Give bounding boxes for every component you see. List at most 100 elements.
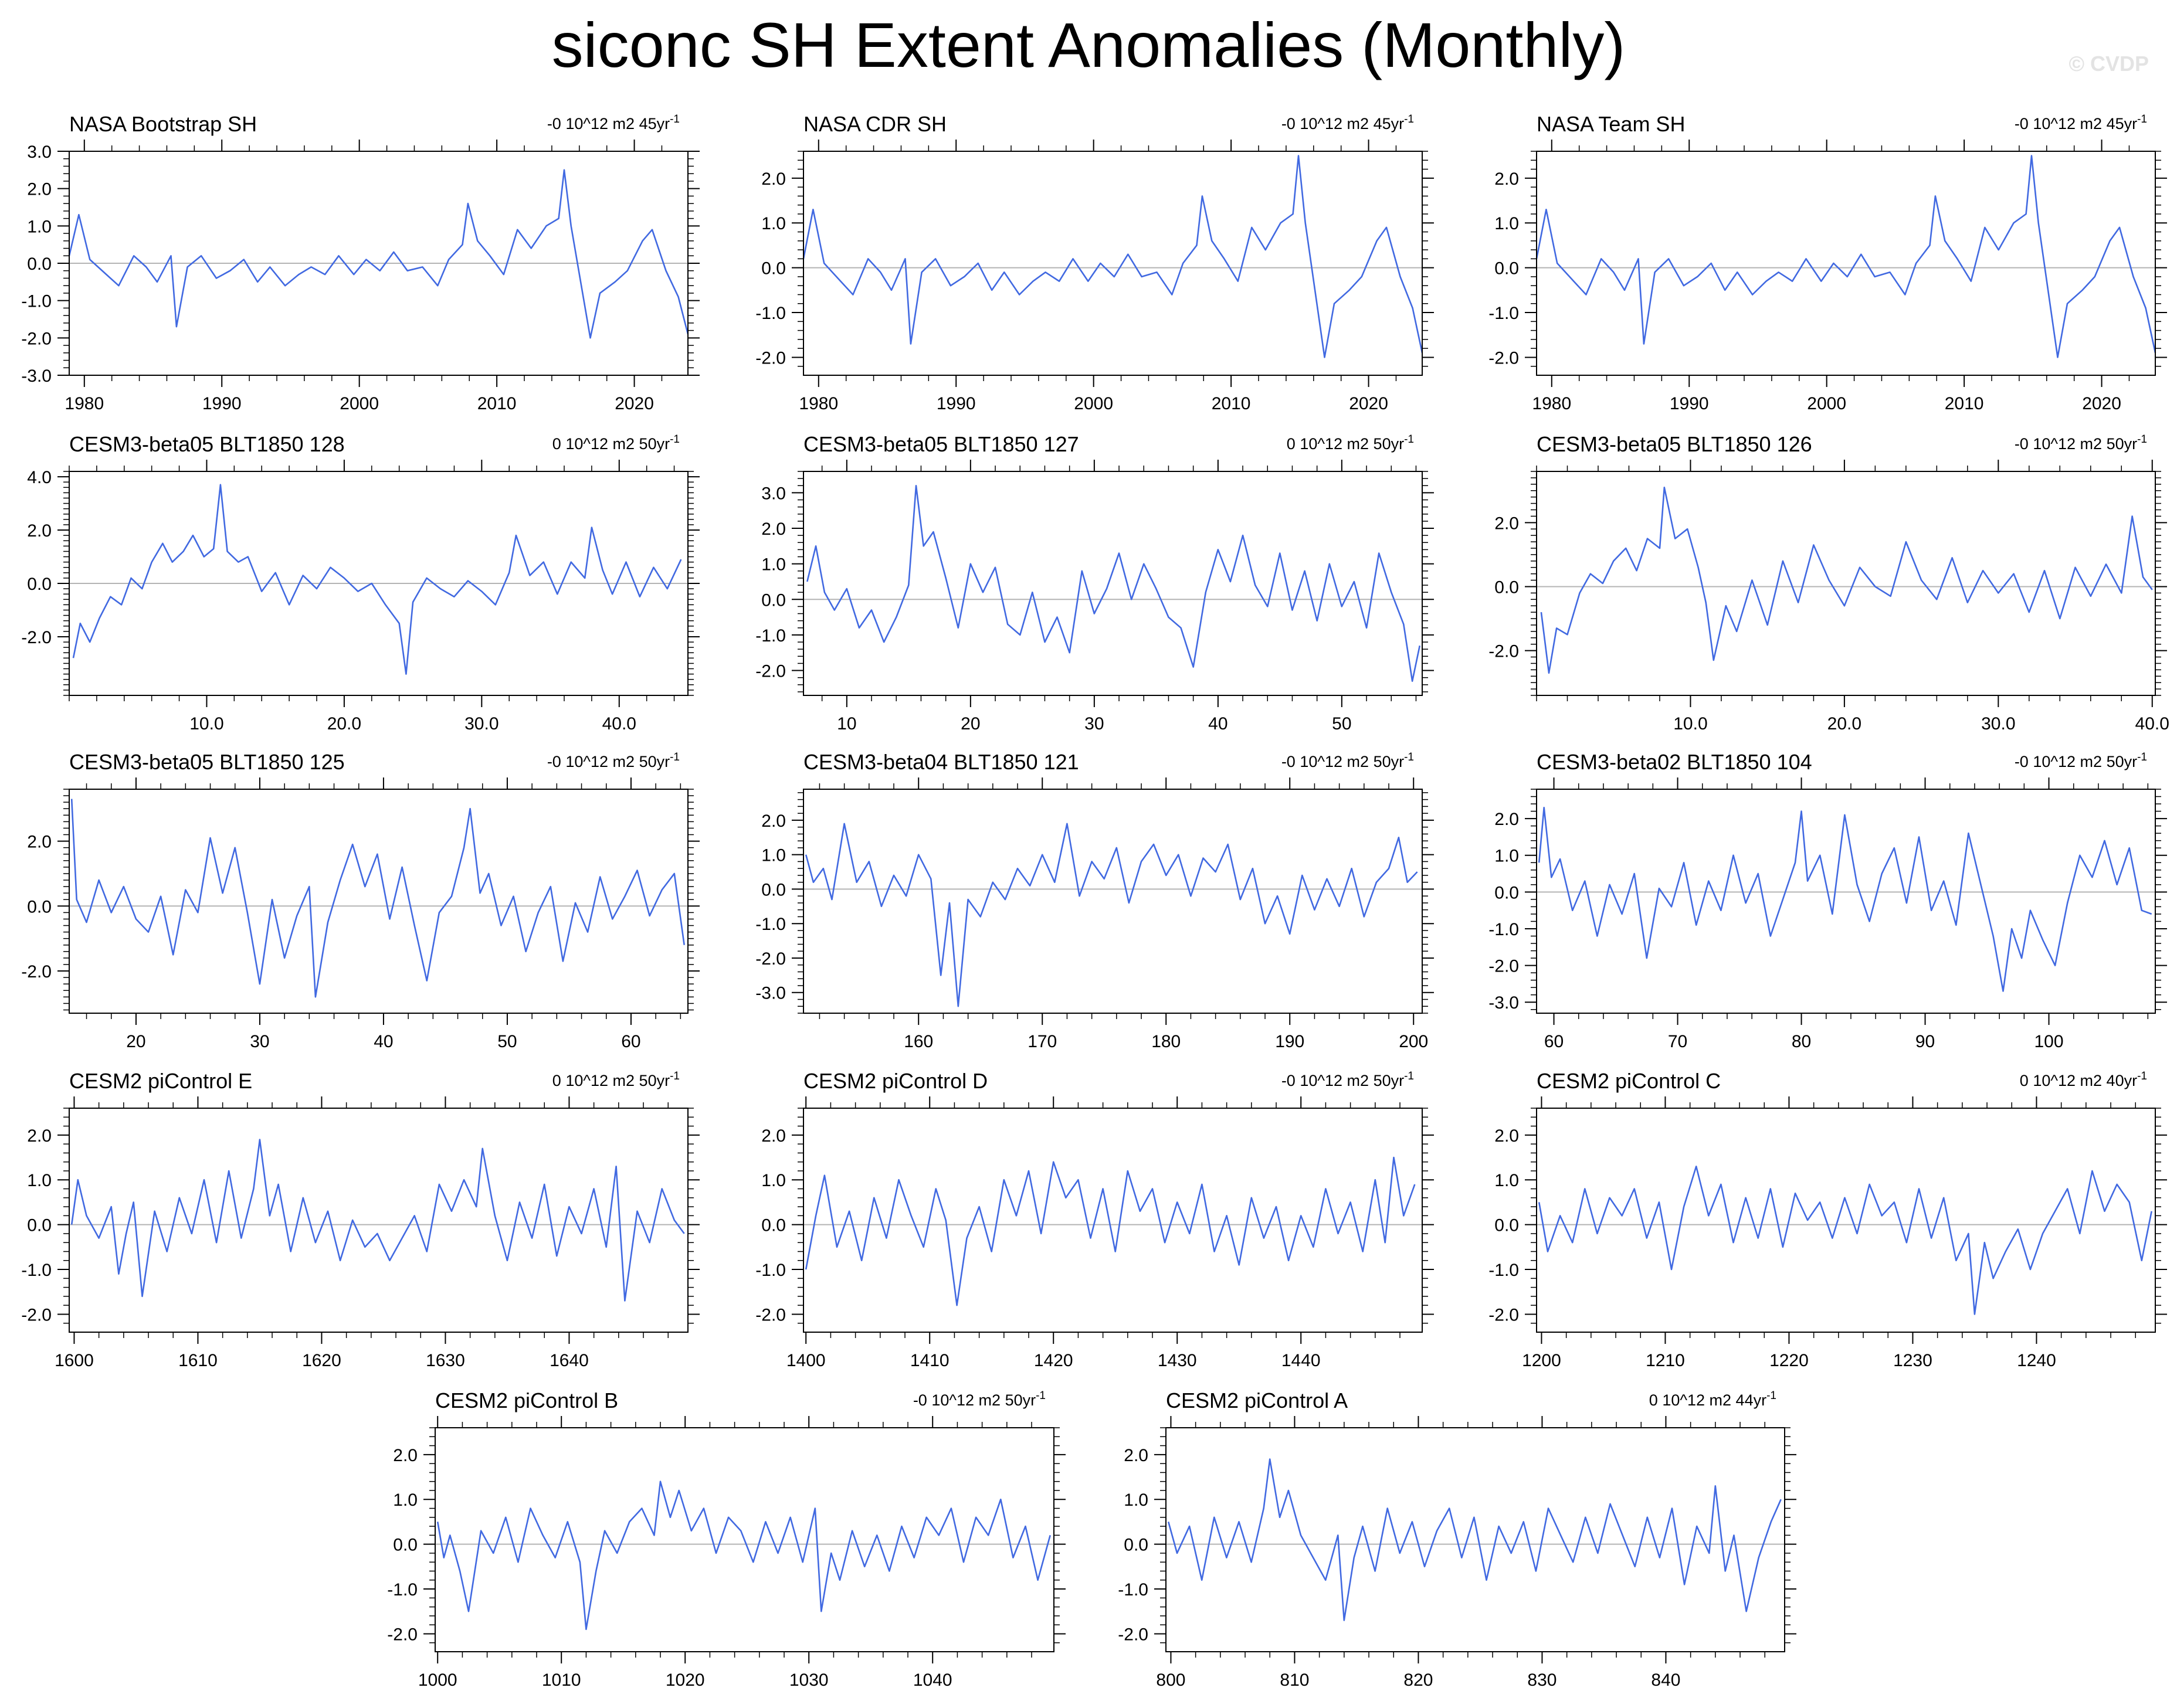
x-tick-label: 20.0: [327, 714, 361, 734]
chart-11: CESM2 piControl D -0 10^12 m2 50yr-1 1400 1…: [755, 1069, 1434, 1370]
trend-label: -0 10^12 m2 50yr-1: [2015, 751, 2147, 770]
x-tick-label: 20.0: [1827, 714, 1861, 734]
chart-4: CESM3-beta05 BLT1850 128 0 10^12 m2 50yr-…: [21, 432, 700, 734]
page-title: siconc SH Extent Anomalies (Monthly): [551, 9, 1626, 80]
x-tick-label: 1980: [65, 394, 104, 413]
y-tick-label: -1.0: [755, 626, 786, 646]
y-tick-label: 1.0: [761, 846, 786, 865]
x-tick-label: 170: [1028, 1032, 1057, 1051]
x-tick-label: 1430: [1158, 1351, 1197, 1370]
y-tick-label: 0.0: [761, 259, 786, 279]
x-tick-label: 40: [1208, 714, 1227, 734]
x-tick-label: 1010: [542, 1670, 581, 1690]
x-tick-label: 60: [1544, 1032, 1564, 1051]
y-tick-label: 1.0: [761, 555, 786, 575]
plot-frame: [803, 789, 1423, 1014]
trend-label: 0 10^12 m2 40yr-1: [2020, 1070, 2147, 1089]
series-line: [805, 823, 1418, 1007]
chart-title: CESM3-beta02 BLT1850 104: [1537, 750, 1812, 774]
y-tick-label: 0.0: [1494, 1216, 1519, 1235]
x-tick-label: 50: [1332, 714, 1351, 734]
x-tick-label: 1600: [55, 1351, 94, 1370]
y-tick-label: 0.0: [1124, 1536, 1148, 1555]
chart-10: CESM2 piControl E 0 10^12 m2 50yr-1 1600 16…: [21, 1069, 700, 1370]
plot-frame: [803, 151, 1423, 376]
plot-frame: [1536, 1108, 2156, 1333]
plot-frame: [803, 471, 1423, 696]
x-tick-label: 70: [1668, 1032, 1687, 1051]
series-line: [805, 1156, 1416, 1306]
plot-frame: [1536, 789, 2156, 1014]
x-tick-label: 20: [126, 1032, 145, 1051]
x-tick-label: 1410: [910, 1351, 950, 1370]
chart-3: NASA Team SH -0 10^12 m2 45yr-1 1980 1990 20…: [1488, 112, 2167, 413]
x-tick-label: 40: [374, 1032, 393, 1051]
trend-label: -0 10^12 m2 45yr-1: [1281, 113, 1414, 133]
series-line: [70, 799, 685, 998]
x-tick-label: 10.0: [189, 714, 223, 734]
y-tick-label: 2.0: [393, 1446, 418, 1465]
x-tick-label: 1990: [202, 394, 242, 413]
x-tick-label: 1640: [550, 1351, 589, 1370]
y-tick-label: 3.0: [761, 484, 786, 503]
trend-exponent: -1: [670, 751, 680, 763]
x-tick-label: 10.0: [1673, 714, 1707, 734]
chart-title: CESM2 piControl C: [1537, 1069, 1721, 1093]
y-tick-label: -2.0: [1488, 642, 1519, 661]
chart-title: CESM2 piControl E: [69, 1069, 252, 1093]
y-tick-label: 0.0: [1494, 883, 1519, 902]
y-tick-label: -2.0: [1488, 957, 1519, 976]
trend-exponent: -1: [1766, 1390, 1776, 1402]
y-tick-label: -1.0: [387, 1580, 418, 1600]
x-tick-label: 20: [961, 714, 980, 734]
y-tick-label: -1.0: [1488, 920, 1519, 939]
trend-exponent: -1: [2137, 113, 2147, 125]
x-tick-label: 1220: [1769, 1351, 1809, 1370]
x-tick-label: 2010: [1945, 394, 1984, 413]
x-tick-label: 30: [250, 1032, 269, 1051]
x-tick-label: 1990: [1670, 394, 1709, 413]
trend-exponent: -1: [1404, 433, 1414, 446]
trend-value: 0 10^12 m2 50yr: [552, 435, 670, 453]
x-tick-label: 50: [497, 1032, 517, 1051]
series-line: [1535, 155, 2156, 358]
x-tick-label: 1230: [1893, 1351, 1932, 1370]
chart-1: NASA Bootstrap SH -0 10^12 m2 45yr-1 1980 1…: [21, 112, 700, 413]
chart-title: CESM2 piControl B: [435, 1388, 618, 1412]
y-tick-label: -3.0: [1488, 993, 1519, 1013]
y-tick-label: -1.0: [1488, 304, 1519, 323]
trend-value: -0 10^12 m2 50yr: [547, 753, 670, 770]
x-tick-label: 1000: [418, 1670, 457, 1690]
trend-value: 0 10^12 m2 50yr: [1287, 435, 1404, 453]
x-tick-label: 1240: [2017, 1351, 2056, 1370]
y-tick-label: -1.0: [755, 915, 786, 934]
chart-title: CESM2 piControl A: [1166, 1388, 1348, 1412]
series-line: [68, 169, 689, 339]
x-tick-label: 800: [1156, 1670, 1185, 1690]
trend-exponent: -1: [1404, 751, 1414, 763]
trend-value: -0 10^12 m2 45yr: [547, 115, 670, 133]
x-tick-label: 810: [1280, 1670, 1309, 1690]
x-tick-label: 1400: [786, 1351, 826, 1370]
y-tick-label: 2.0: [27, 180, 52, 199]
y-tick-label: 2.0: [761, 811, 786, 831]
trend-exponent: -1: [670, 433, 680, 446]
trend-label: -0 10^12 m2 45yr-1: [547, 113, 680, 133]
x-tick-label: 30.0: [1981, 714, 2015, 734]
series-line: [1540, 486, 2153, 674]
y-tick-label: -2.0: [755, 348, 786, 368]
trend-exponent: -1: [2137, 751, 2147, 763]
x-tick-label: 2020: [615, 394, 654, 413]
x-tick-label: 40.0: [2135, 714, 2169, 734]
x-tick-label: 160: [904, 1032, 933, 1051]
y-tick-label: 2.0: [1124, 1446, 1148, 1465]
trend-value: -0 10^12 m2 50yr: [1281, 753, 1404, 770]
x-tick-label: 820: [1403, 1670, 1433, 1690]
trend-label: -0 10^12 m2 50yr-1: [913, 1390, 1046, 1409]
chart-title: CESM3-beta05 BLT1850 126: [1537, 432, 1812, 456]
trend-exponent: -1: [670, 113, 680, 125]
x-tick-label: 1420: [1034, 1351, 1073, 1370]
trend-label: -0 10^12 m2 50yr-1: [547, 751, 680, 770]
chart-5: CESM3-beta05 BLT1850 127 0 10^12 m2 50yr-…: [755, 432, 1434, 734]
y-tick-label: 0.0: [761, 590, 786, 610]
